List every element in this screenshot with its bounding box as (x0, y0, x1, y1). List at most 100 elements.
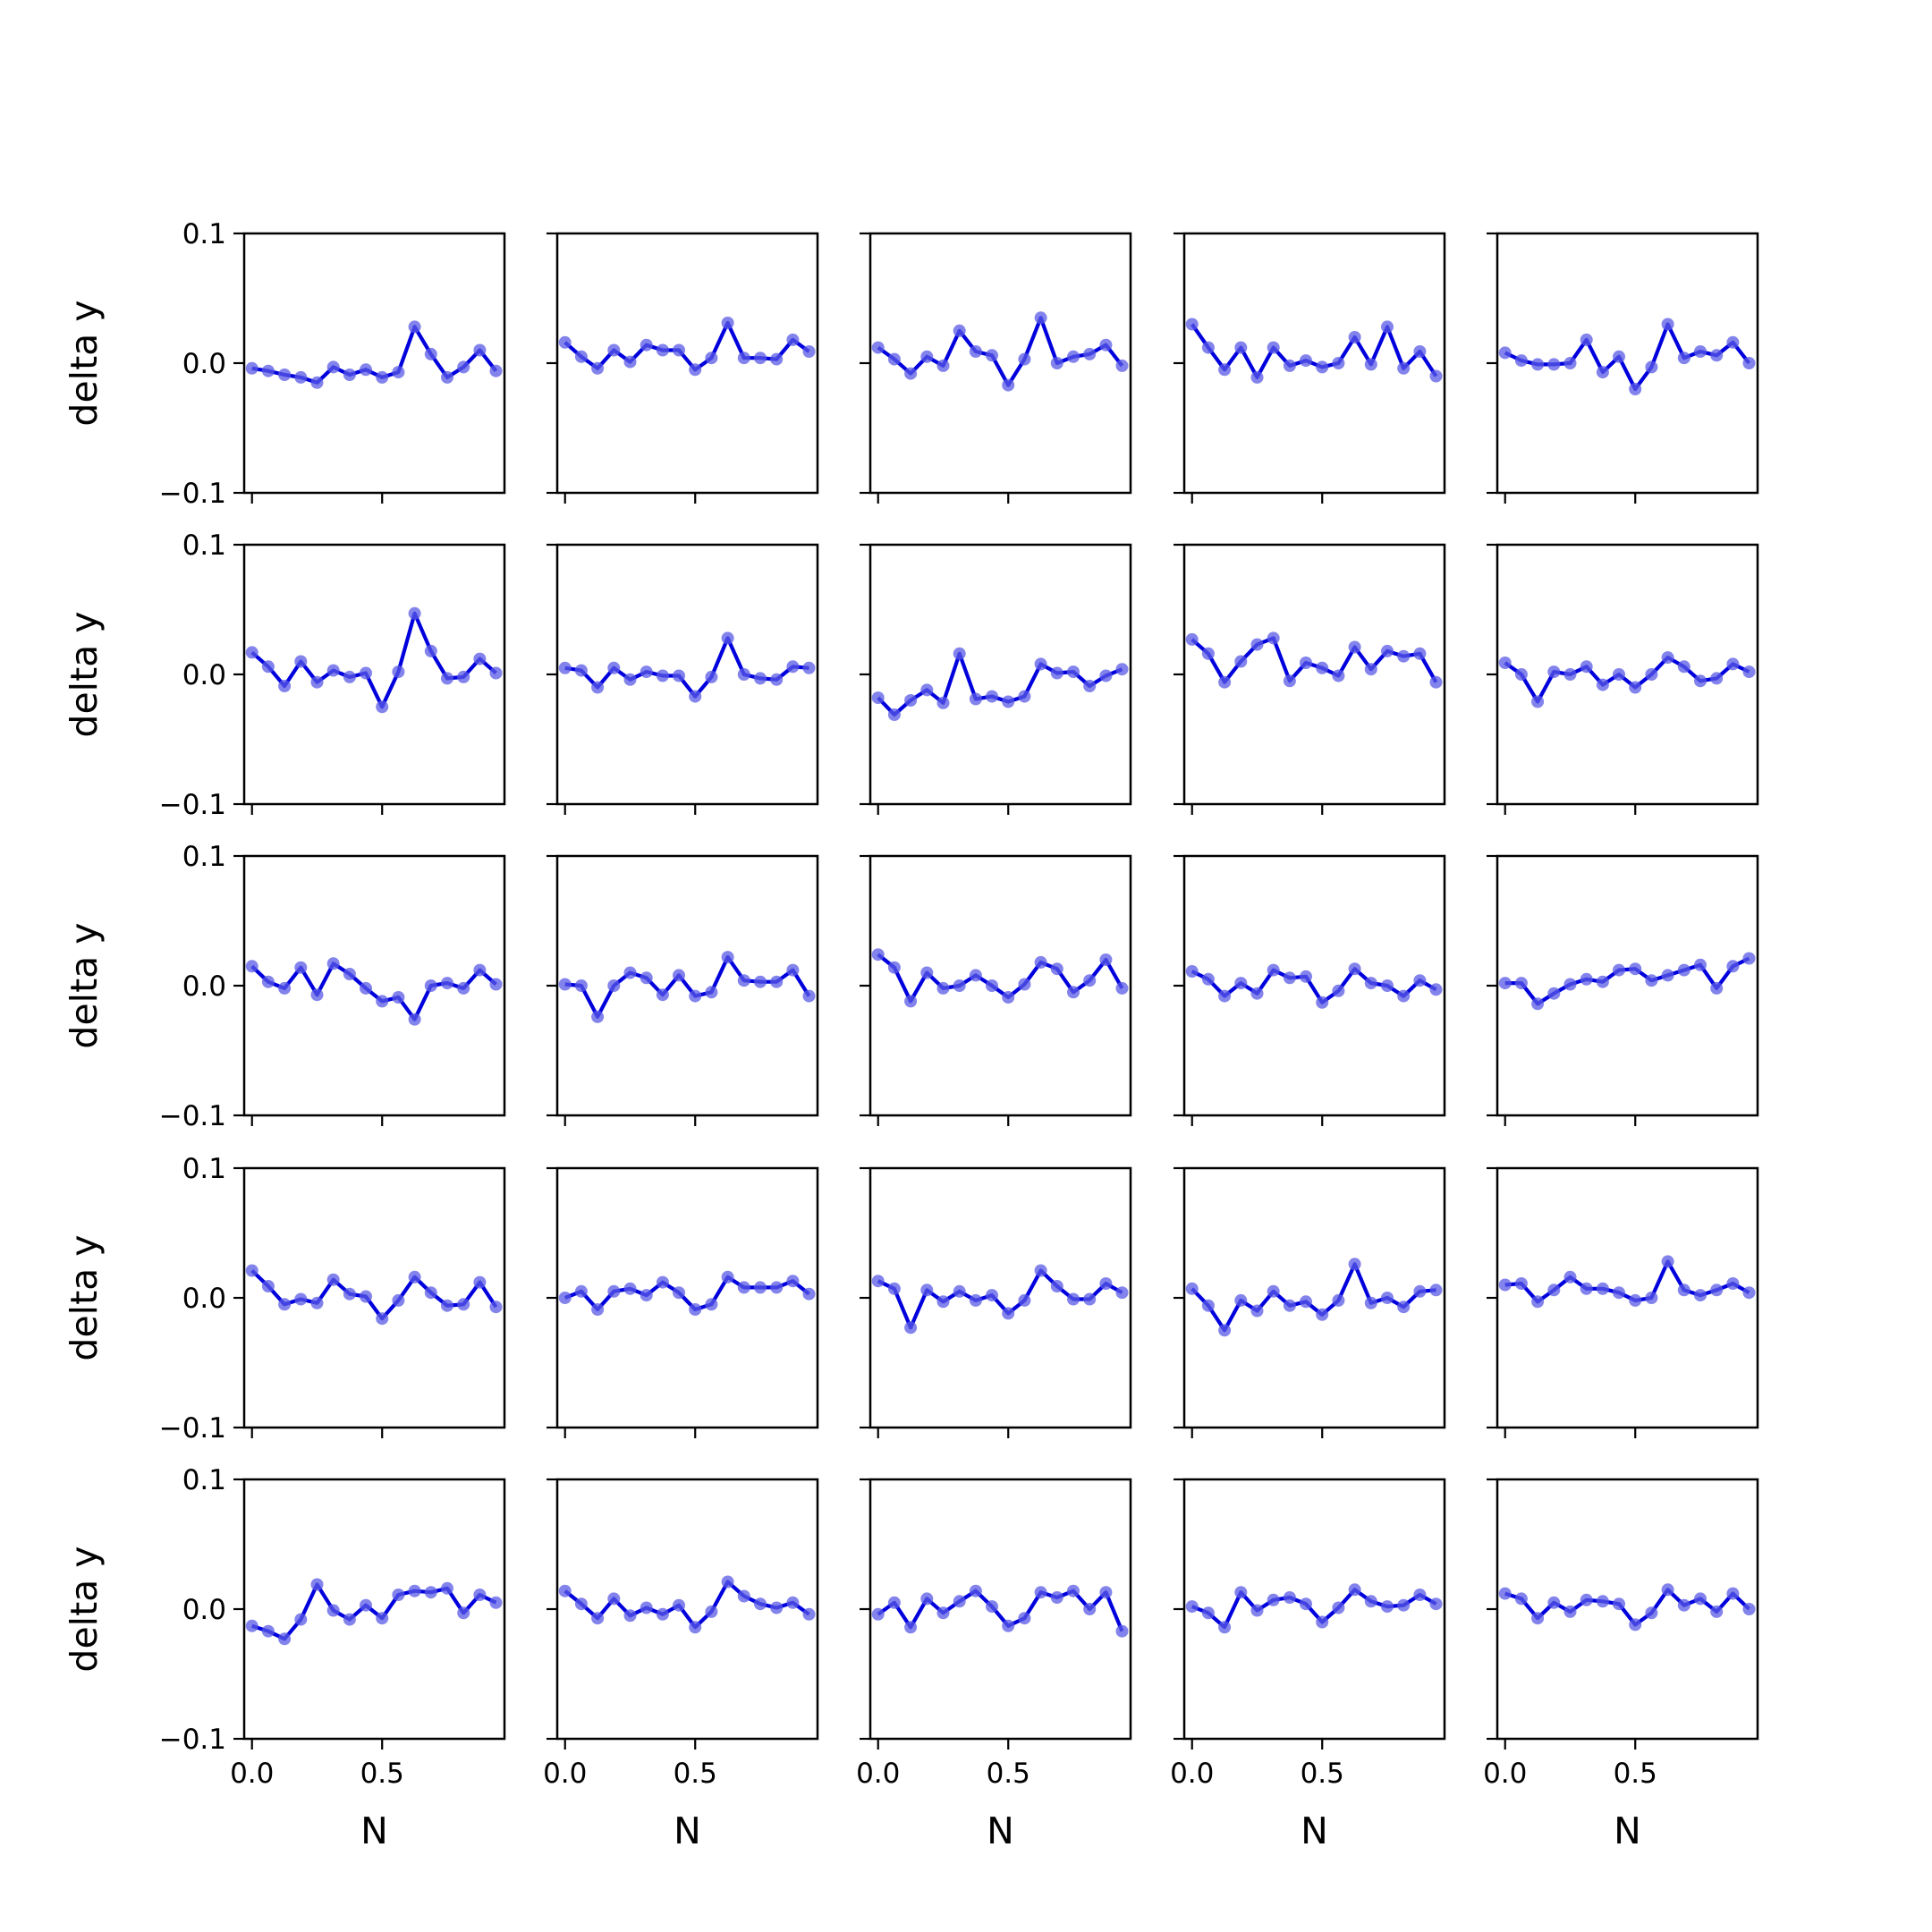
data-point (673, 1598, 685, 1612)
data-point (1018, 690, 1031, 703)
data-point (1613, 350, 1625, 363)
data-point (1115, 1286, 1129, 1300)
data-point (802, 661, 816, 674)
data-point (920, 683, 934, 697)
data-point (424, 347, 437, 360)
data-point (936, 359, 950, 372)
data-point (953, 647, 966, 660)
data-point (986, 690, 998, 703)
data-point (705, 1605, 718, 1618)
data-point (920, 1592, 934, 1606)
subplot-2-2 (860, 854, 1132, 1126)
data-point (245, 361, 258, 375)
data-point (1694, 1592, 1707, 1606)
subplot-2-3 (1174, 854, 1446, 1126)
data-point (1514, 354, 1528, 368)
data-point (360, 981, 372, 995)
data-point (1596, 1595, 1609, 1608)
subplot-0-3 (1174, 232, 1446, 504)
data-point (1115, 981, 1129, 995)
y-tick-label: −0.1 (159, 478, 226, 510)
data-point (294, 1292, 308, 1306)
data-point (1531, 1295, 1545, 1309)
data-point (1283, 1299, 1296, 1312)
data-point (1300, 1597, 1312, 1611)
data-point (871, 948, 885, 962)
data-point (310, 1296, 324, 1309)
data-point (802, 1287, 816, 1301)
data-point (1580, 1282, 1593, 1295)
data-point (1694, 345, 1707, 358)
series-line (564, 1275, 810, 1312)
data-point (1002, 1619, 1015, 1632)
data-point (737, 974, 750, 987)
data-point (786, 660, 800, 674)
subplot-0-1 (547, 232, 819, 504)
data-point (705, 986, 718, 999)
data-point (408, 606, 421, 620)
data-point (1726, 1587, 1740, 1600)
data-point (558, 661, 572, 674)
data-point (1250, 638, 1264, 651)
data-point (887, 708, 901, 721)
y-axis-label: delta y (63, 1546, 106, 1672)
data-point (310, 675, 324, 689)
series-line (1504, 956, 1750, 1006)
x-tick-label: 0.5 (987, 1758, 1030, 1790)
data-point (574, 1597, 588, 1611)
series-line (1190, 323, 1438, 379)
data-point (1316, 996, 1329, 1009)
data-point (310, 988, 324, 1002)
data-point (936, 1606, 950, 1620)
data-point (1332, 357, 1345, 369)
data-point (920, 350, 934, 363)
data-point (1429, 983, 1443, 996)
data-point (1018, 1293, 1031, 1307)
subplot-1-2 (860, 543, 1132, 815)
data-point (261, 1624, 275, 1638)
data-point (1381, 644, 1394, 657)
data-point (457, 1606, 470, 1620)
data-point (1267, 1284, 1280, 1298)
data-point (1332, 1293, 1345, 1307)
data-point (1018, 352, 1031, 366)
data-point (1563, 1605, 1577, 1618)
data-point (1218, 1621, 1232, 1634)
data-point (1710, 1284, 1724, 1297)
data-point (1348, 331, 1361, 343)
data-point (1218, 989, 1232, 1003)
data-point (1201, 341, 1215, 354)
data-point (360, 666, 372, 680)
data-point (1002, 695, 1015, 708)
data-point (261, 1280, 275, 1292)
data-point (1050, 962, 1063, 976)
series-line (1191, 1262, 1436, 1333)
data-point (1397, 649, 1411, 663)
data-point (1596, 975, 1609, 988)
data-point (1498, 1278, 1512, 1292)
data-point (1531, 358, 1545, 371)
data-point (656, 988, 669, 1002)
data-point (1083, 347, 1097, 360)
data-point (1316, 1308, 1329, 1321)
data-point (1710, 1605, 1724, 1618)
data-point (392, 1293, 405, 1307)
data-point (770, 352, 784, 366)
data-point (802, 1607, 816, 1621)
data-point (1710, 672, 1724, 685)
data-point (953, 1284, 966, 1298)
data-point (1413, 345, 1427, 358)
data-point (770, 975, 784, 988)
y-tick-label: −0.1 (159, 1100, 226, 1132)
data-point (1694, 1289, 1707, 1302)
data-point (1742, 1286, 1756, 1300)
data-point (887, 961, 901, 974)
data-point (1234, 977, 1248, 990)
subplot-1-1 (547, 543, 819, 815)
data-point (473, 343, 487, 357)
data-point (1316, 1615, 1329, 1629)
data-point (1742, 357, 1756, 369)
data-point (656, 343, 669, 357)
data-point (705, 1298, 718, 1311)
